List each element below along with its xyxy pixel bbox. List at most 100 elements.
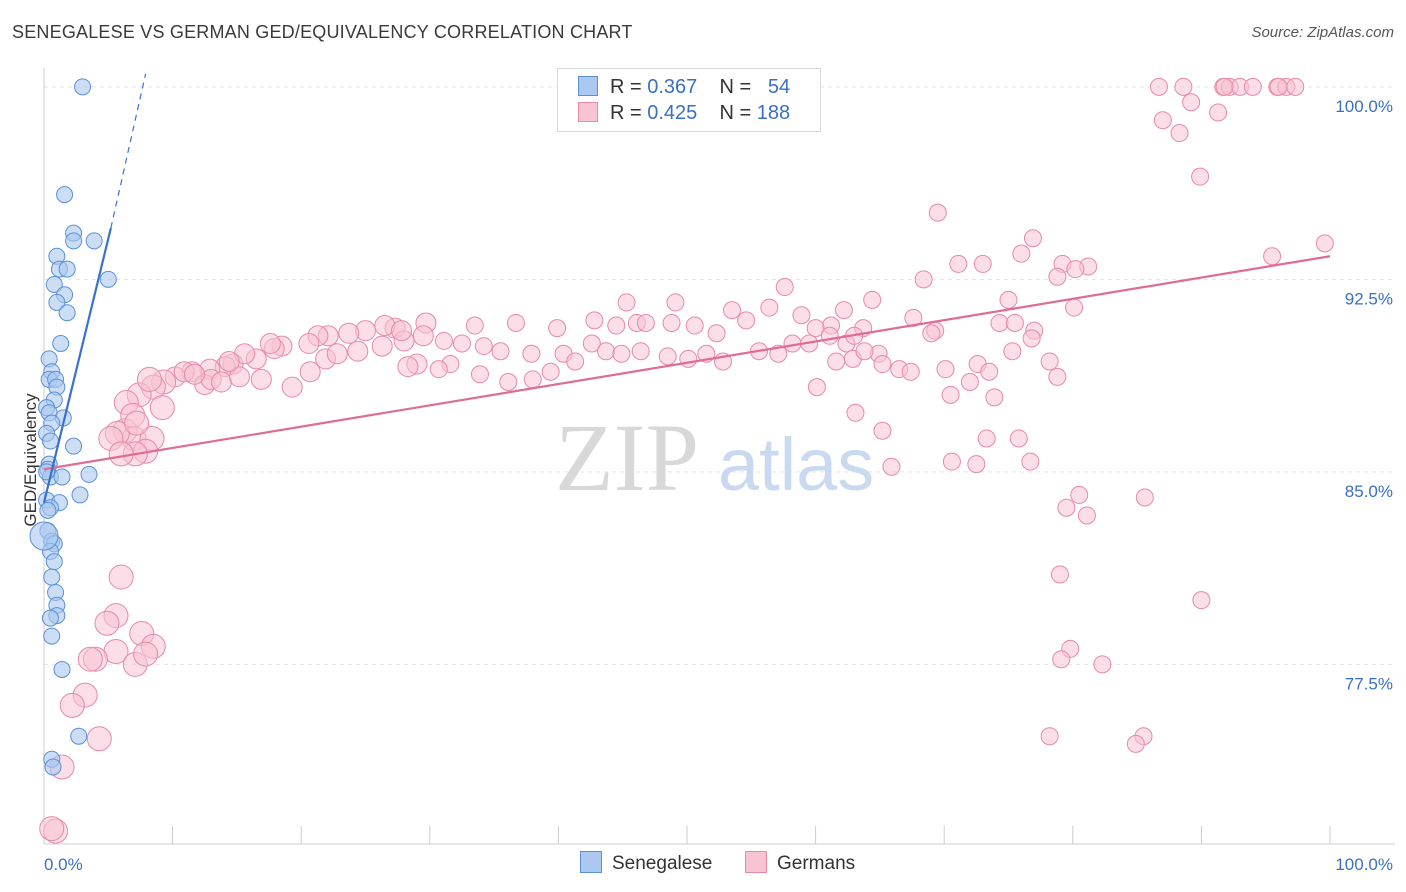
germans-point: [338, 322, 360, 344]
senegalese-point: [43, 627, 61, 645]
senegalese-trend-line: [42, 227, 112, 503]
germans-point: [820, 326, 839, 345]
germans-point: [1023, 229, 1042, 248]
germans-point: [1066, 260, 1085, 279]
germans-point: [806, 319, 825, 338]
germans-point: [499, 373, 518, 391]
germans-point: [1269, 77, 1288, 96]
germans-point: [985, 388, 1004, 407]
germans-point: [941, 385, 960, 404]
germans-point: [960, 373, 979, 391]
germans-point: [666, 293, 685, 312]
legend-r-value: 0.367: [647, 76, 698, 98]
germans-point: [391, 320, 413, 342]
germans-point: [1003, 342, 1022, 361]
germans-point: [1135, 488, 1154, 507]
germans-point: [607, 316, 626, 335]
germans-point: [183, 363, 205, 385]
trend-lines: [42, 73, 1331, 503]
germans-point: [760, 298, 779, 317]
germans-point: [136, 366, 162, 392]
germans-point: [873, 421, 892, 440]
watermark-zip: ZIP: [555, 404, 699, 511]
bottom-legend-germans: Germans: [745, 851, 855, 875]
legend-r-label: R =: [610, 76, 642, 98]
germans-point: [59, 692, 85, 718]
legend-box: R = 0.367 N = 54 R = 0.425 N = 188: [557, 68, 821, 132]
germans-point: [474, 337, 493, 356]
germans-point: [807, 378, 826, 397]
germans-point: [873, 355, 892, 374]
germans-point: [149, 395, 175, 421]
y-tick-label: 77.5%: [1345, 674, 1393, 693]
germans-point: [990, 313, 1009, 332]
germans-point: [949, 254, 968, 273]
germans-point: [1012, 244, 1031, 263]
germans-point: [1192, 591, 1211, 610]
senegalese-point: [39, 501, 57, 519]
y-axis-title: GED/Equivalency: [21, 393, 40, 527]
y-tick-label: 100.0%: [1335, 97, 1393, 116]
germans-point: [914, 270, 933, 289]
germans-point: [1182, 93, 1201, 112]
senegalese-point: [53, 660, 71, 678]
germans-point: [631, 342, 650, 361]
germans-point: [371, 335, 393, 357]
axis-labels: 77.5% 85.0% 92.5% 100.0% 0.0% 100.0% GED/Equiv…: [21, 97, 1393, 874]
germans-point: [942, 452, 961, 471]
legend-r-value: 0.425: [647, 102, 698, 124]
bottom-legend-swatch-pink: [745, 851, 767, 873]
germans-point: [679, 349, 698, 368]
germans-points: [39, 77, 1334, 844]
senegalese-point: [99, 270, 117, 288]
germans-point: [792, 306, 811, 325]
germans-point: [1126, 734, 1145, 753]
germans-point: [1209, 103, 1228, 122]
senegalese-point: [48, 293, 66, 311]
germans-point: [1021, 452, 1040, 471]
germans-point: [827, 352, 846, 371]
germans-point: [124, 410, 150, 436]
germans-point: [1005, 313, 1024, 332]
germans-point: [685, 316, 704, 335]
germans-point: [617, 293, 636, 312]
germans-point: [506, 313, 525, 332]
germans-point: [298, 333, 320, 354]
germans-point: [541, 362, 560, 381]
germans-point: [658, 347, 677, 366]
x-tick-label: 0.0%: [44, 855, 83, 874]
germans-point: [636, 313, 655, 332]
germans-point: [397, 356, 419, 378]
axes: [43, 68, 1395, 845]
senegalese-trend-extension: [110, 73, 147, 229]
germans-point: [77, 646, 103, 672]
germans-point: [299, 361, 321, 383]
germans-point: [1149, 77, 1168, 96]
senegalese-point: [53, 468, 71, 486]
germans-point: [855, 342, 874, 361]
legend-n-label: N =: [719, 76, 752, 98]
germans-point: [999, 290, 1018, 309]
germans-point: [1174, 77, 1193, 96]
senegalese-point: [56, 186, 74, 204]
germans-point: [1048, 267, 1067, 286]
germans-point: [522, 344, 541, 363]
senegalese-point: [65, 437, 83, 455]
x-tick-label: 100.0%: [1335, 855, 1393, 874]
senegalese-point: [41, 432, 59, 450]
germans-point: [769, 344, 788, 363]
germans-point: [967, 455, 986, 474]
senegalese-points: [29, 78, 117, 776]
legend-n-value: 188: [756, 102, 791, 124]
germans-point: [901, 362, 920, 381]
germans-point: [281, 376, 303, 398]
legend-swatch-pink: [578, 102, 598, 122]
germans-point: [1093, 655, 1112, 674]
senegalese-point: [52, 335, 70, 352]
legend-n-value: 54: [767, 76, 791, 98]
y-tick-label: 92.5%: [1345, 289, 1393, 308]
senegalese-point: [45, 553, 63, 571]
legend-row-germans: R = 0.425 N = 188: [578, 102, 790, 126]
watermark: ZIP atlas: [555, 404, 874, 511]
